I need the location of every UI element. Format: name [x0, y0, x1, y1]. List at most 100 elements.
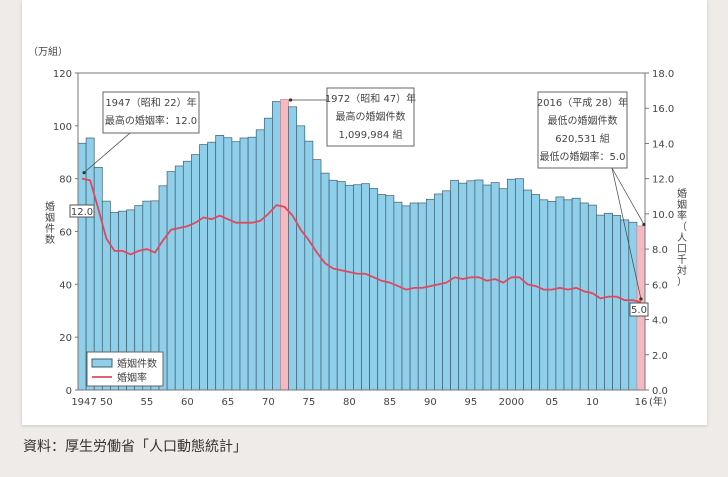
left-tick-label: 60 — [59, 228, 72, 239]
bar-1982 — [361, 183, 370, 391]
left-axis-title: 婚姻件数 — [45, 200, 55, 246]
bar-1998 — [490, 182, 500, 391]
x-tick-label: 16 — [635, 397, 648, 408]
bar-1974 — [296, 125, 306, 391]
x-tick-label: 70 — [262, 397, 275, 408]
bar-2012 — [604, 212, 613, 391]
bar-1981 — [353, 184, 362, 391]
x-tick-label: 85 — [383, 397, 396, 408]
x-tick-label: 2000 — [499, 397, 524, 408]
left-axis-unit: （万組） — [28, 45, 68, 58]
arrow-head-icon — [639, 297, 643, 301]
right-axis-title: 婚姻率（人口千対） — [677, 187, 687, 288]
annotation-arrow — [611, 167, 645, 225]
bar-1977 — [320, 172, 330, 391]
annotation-text: 最低の婚姻率：5.0 — [540, 150, 626, 163]
bar-2001 — [515, 178, 524, 391]
bar-1968 — [247, 136, 257, 391]
bar-1992 — [442, 190, 451, 391]
annotation-arrow — [83, 132, 131, 173]
bar-1961 — [191, 154, 200, 391]
x-axis-unit: (年) — [649, 395, 667, 408]
x-tick-label: 10 — [586, 397, 599, 408]
x-tick-label: 75 — [302, 397, 315, 408]
bar-2004 — [539, 199, 549, 391]
bar-2005 — [547, 201, 557, 391]
bar-1967 — [239, 137, 249, 391]
bar-2009 — [579, 202, 589, 391]
value-label-1947: 12.0 — [71, 207, 93, 218]
value-label-box — [629, 302, 649, 317]
bar-2003 — [531, 194, 541, 391]
x-tick-label: 55 — [140, 397, 153, 408]
bar-2010 — [587, 204, 597, 391]
annotation-text: 1,099,984 組 — [338, 128, 402, 141]
annotation-text: 1947（昭和 22）年 — [105, 96, 196, 109]
x-tick-label: 90 — [424, 397, 437, 408]
chart-card: 0 20 40 60 80 100 120 （万組） 0.0 2.0 4.0 6.0 8.0 10.0 12… — [22, 0, 707, 425]
bar-1973 — [288, 106, 298, 391]
annotation-text: 2016（平成 28）年 — [537, 96, 628, 109]
left-tick-label: 20 — [59, 333, 72, 344]
bar-2013 — [612, 215, 622, 391]
bar-1971 — [272, 101, 281, 391]
legend-box — [86, 351, 164, 387]
annotation-box — [326, 87, 415, 147]
value-label-2016: 5.0 — [631, 305, 647, 316]
bar-1995 — [466, 180, 476, 391]
x-tick-label: 80 — [343, 397, 356, 408]
bar-1958 — [166, 171, 176, 391]
bar-1985 — [385, 195, 395, 391]
x-tick-label: 1947 — [71, 397, 96, 408]
bar-1972 — [280, 99, 289, 391]
right-tick-label: 6.0 — [652, 280, 668, 291]
bar-1986 — [393, 201, 403, 391]
bar-1969 — [255, 129, 265, 391]
bar-1983 — [369, 188, 379, 391]
legend-bar-swatch — [91, 358, 113, 368]
bar-1999 — [498, 188, 508, 391]
bar-2006 — [555, 196, 565, 391]
bar-2008 — [571, 197, 581, 391]
bar-1962 — [199, 144, 208, 391]
right-tick-label: 16.0 — [652, 104, 674, 115]
arrow-head-icon — [288, 98, 293, 102]
bar-1996 — [474, 179, 484, 391]
right-tick-label: 8.0 — [652, 245, 668, 256]
x-tick-label: 65 — [221, 397, 234, 408]
bar-2014 — [620, 219, 630, 391]
arrow-head-icon — [82, 171, 86, 175]
bar-1978 — [328, 179, 338, 391]
x-tick-label: 50 — [100, 397, 113, 408]
right-tick-label: 2.0 — [652, 351, 668, 362]
bar-1997 — [482, 184, 492, 391]
bar-1980 — [344, 184, 354, 391]
annotation-box — [102, 91, 200, 134]
source-note: 資料：厚生労働省「人口動態統計」 — [23, 439, 247, 455]
bar-1970 — [263, 117, 273, 391]
right-tick-label: 10.0 — [652, 210, 674, 221]
arrow-head-icon — [642, 222, 646, 227]
bar-1991 — [434, 193, 443, 391]
bar-2007 — [563, 199, 573, 391]
right-tick-label: 14.0 — [652, 139, 674, 150]
bar-1976 — [312, 159, 322, 391]
x-tick-label: 05 — [545, 397, 558, 408]
bar-1947 — [77, 142, 87, 391]
bar-1959 — [174, 165, 184, 391]
bar-1960 — [182, 160, 192, 391]
right-tick-label: 18.0 — [652, 69, 674, 80]
left-tick-label: 80 — [59, 175, 72, 186]
annotation-text: 最低の婚姻件数 — [548, 114, 618, 127]
annotation-text: 最高の婚姻率：12.0 — [105, 114, 197, 127]
x-tick-label: 60 — [181, 397, 194, 408]
legend-bar-label: 婚姻件数 — [117, 357, 157, 370]
left-tick-label: 120 — [53, 69, 72, 80]
bar-1990 — [425, 198, 435, 391]
left-tick-label: 100 — [53, 122, 72, 133]
bar-1966 — [231, 141, 241, 391]
bar-2011 — [596, 214, 605, 391]
annotation-text: 1972（昭和 47）年 — [325, 92, 416, 105]
legend-line-label: 婚姻率 — [117, 371, 147, 384]
value-label-box — [69, 204, 95, 218]
